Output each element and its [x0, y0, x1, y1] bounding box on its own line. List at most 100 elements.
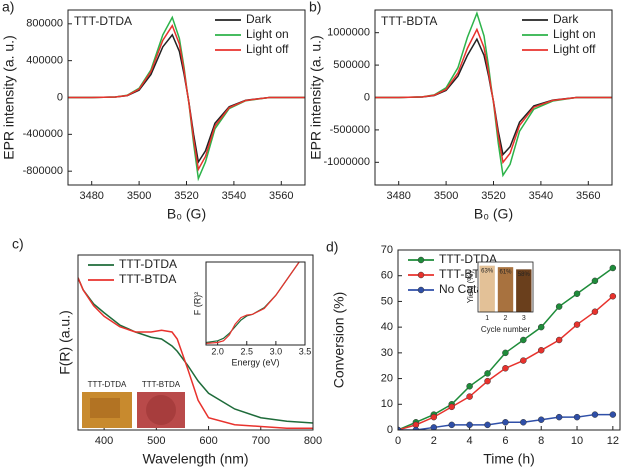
marker [591, 277, 599, 285]
x-tick-label: 3480 [386, 190, 410, 202]
marker [537, 416, 545, 423]
value-label: 63% [481, 268, 494, 274]
y-tick-label: -800000 [23, 165, 63, 177]
legend-label: Light on [246, 27, 289, 41]
y-axis-label: F (R)² [192, 292, 202, 316]
panel-label: b) [309, 0, 321, 15]
marker [609, 264, 617, 272]
plot-area [206, 262, 300, 344]
y-axis-label: Conversion (%) [331, 292, 347, 388]
y-axis-label: F(R) (a.u.) [57, 310, 73, 375]
plot-area [398, 264, 617, 430]
series-line [78, 277, 313, 429]
x-tick-label: 2.0 [211, 346, 224, 356]
y-tick-label: 500000 [333, 59, 370, 71]
panel-label: c) [12, 236, 24, 252]
x-axis-label: Wavelength (nm) [142, 451, 248, 467]
panel-label: a) [2, 0, 14, 15]
panel-label: d) [326, 239, 338, 255]
y-tick-label: 800000 [26, 18, 63, 30]
y-tick-label: -500000 [330, 124, 370, 136]
marker [555, 413, 563, 421]
x-axis-label: Energy (eV) [231, 357, 279, 367]
x-tick-label: 3500 [434, 190, 458, 202]
series-line [78, 277, 313, 424]
y-tick-label: 400000 [26, 55, 63, 67]
marker [484, 370, 491, 377]
marker [609, 411, 617, 418]
y-tick-label: -400000 [23, 128, 63, 140]
x-tick-label: 8 [538, 435, 544, 447]
x-tick-label: 600 [199, 435, 217, 447]
y-tick-label: 40 [381, 321, 393, 333]
y-tick-label: 70 [381, 244, 393, 256]
legend-marker [417, 256, 425, 264]
bar [516, 269, 532, 312]
marker [448, 421, 455, 429]
photos [82, 392, 185, 428]
x-tick-label: 3.5 [299, 346, 312, 356]
legend-marker [417, 271, 425, 279]
legend-label: Light off [246, 42, 289, 56]
marker [609, 293, 617, 300]
x-tick-label: 700 [252, 435, 270, 447]
x-tick-label: 3.0 [270, 346, 283, 356]
frame [477, 261, 534, 313]
y-tick-label: 30 [381, 347, 393, 359]
x-tick-label: 2 [431, 435, 437, 447]
photo-dtda-texture [90, 398, 120, 418]
marker [466, 393, 473, 400]
x-tick-label: 3560 [269, 190, 293, 202]
x-axis-label: Cycle number [481, 325, 531, 334]
x-tick-label: 3560 [576, 190, 600, 202]
x-tick-label: 400 [95, 435, 113, 447]
inset-background [206, 262, 305, 345]
marker [412, 426, 420, 430]
photo-label: TTT-BTDA [142, 380, 181, 389]
frame [77, 254, 314, 431]
frame [205, 261, 306, 346]
marker [555, 336, 563, 344]
y-axis-label: Yield (%) [466, 271, 475, 303]
x-axis-label: Time (h) [483, 451, 535, 467]
x-tick-label: 4 [467, 435, 473, 447]
y-tick-label: 0 [364, 91, 370, 103]
bar [497, 267, 514, 312]
plot-area [78, 277, 313, 429]
x-tick-label: 3480 [79, 190, 103, 202]
photo-label: TTT-DTDA [88, 380, 127, 389]
y-tick-label: 50 [381, 295, 393, 307]
marker [430, 424, 438, 430]
marker [502, 349, 509, 357]
marker [573, 290, 581, 297]
y-tick-label: 20 [381, 372, 393, 384]
series-line [206, 262, 300, 344]
y-tick-label: 0 [57, 91, 63, 103]
x-tick-label: 3520 [174, 190, 198, 202]
marker [573, 321, 581, 328]
y-axis-label: EPR intensity (a. u.) [308, 35, 324, 160]
x-tick-label: 10 [571, 435, 583, 447]
series-line [375, 27, 612, 165]
marker [573, 413, 581, 421]
annotation: TTT-DTDA [74, 14, 132, 28]
x-tick-label: 1 [485, 315, 489, 322]
marker [537, 347, 545, 354]
value-label: 58% [518, 272, 531, 278]
x-tick-label: 500 [147, 435, 165, 447]
legend-label: TTT-DTDA [119, 257, 177, 271]
x-tick-label: 3540 [529, 190, 553, 202]
x-tick-label: 3540 [222, 190, 246, 202]
y-tick-label: 0 [387, 424, 393, 436]
plot-area [68, 15, 305, 182]
x-tick-label: 0 [395, 435, 401, 447]
x-tick-label: 3520 [481, 190, 505, 202]
bar [479, 265, 495, 312]
marker [484, 377, 491, 385]
marker [398, 426, 402, 430]
legend-label: Dark [246, 12, 272, 26]
legend-label: Light off [553, 42, 596, 56]
frame [67, 9, 306, 186]
legend-label: Light on [553, 27, 596, 41]
